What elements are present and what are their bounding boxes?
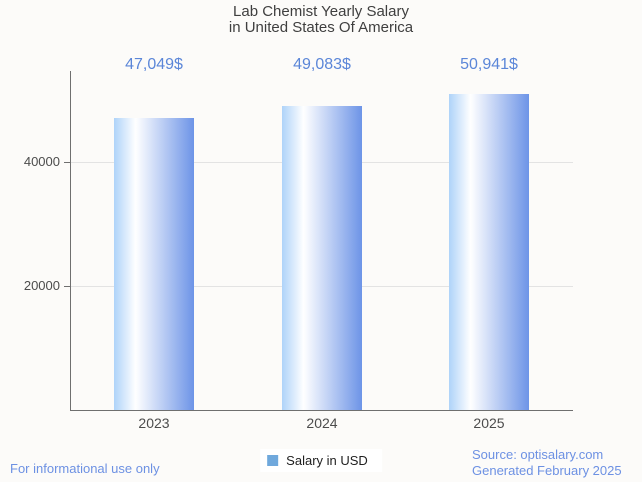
y-axis-line (70, 71, 71, 411)
legend-label: Salary in USD (286, 453, 368, 468)
y-axis-tick (64, 286, 70, 287)
footer-source: Source: optisalary.com (472, 447, 604, 462)
bar-2025[interactable] (449, 94, 529, 410)
bar-value-label: 50,941$ (460, 56, 518, 73)
footer-generated: Generated February 2025 (472, 462, 622, 478)
chart-title-line1: Lab Chemist Yearly Salary (233, 3, 409, 20)
legend-item[interactable]: Salary in USD (260, 449, 382, 472)
x-tick-label: 2025 (473, 415, 505, 431)
chart-title: Lab Chemist Yearly Salary in United Stat… (0, 4, 642, 36)
footer-source-block: Source: optisalary.com Generated Februar… (472, 447, 622, 478)
y-tick-label: 20000 (23, 278, 60, 293)
bar-value-label: 49,083$ (293, 56, 351, 73)
y-axis-tick (64, 162, 70, 163)
x-tick-label: 2024 (306, 415, 338, 431)
x-tick-label: 2023 (138, 415, 170, 431)
footer-disclaimer: For informational use only (10, 461, 160, 476)
bar-2023[interactable] (114, 118, 194, 410)
x-axis-line (70, 410, 573, 411)
chart-title-line2: in United States Of America (228, 19, 414, 36)
legend-swatch-icon (267, 455, 279, 466)
bar-value-label: 47,049$ (125, 56, 183, 73)
y-tick-label: 40000 (23, 154, 60, 169)
bar-2024[interactable] (282, 106, 362, 410)
